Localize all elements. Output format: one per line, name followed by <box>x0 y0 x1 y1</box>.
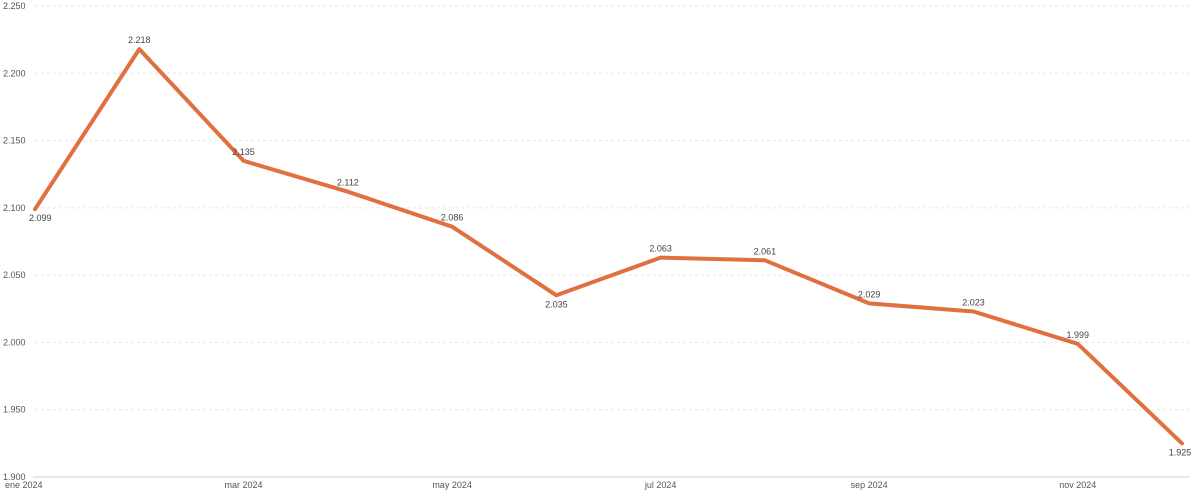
y-tick-label: 2.250 <box>3 1 26 11</box>
data-label: 2.063 <box>649 244 672 254</box>
x-tick-label: nov 2024 <box>1059 480 1096 490</box>
y-tick-label: 2.050 <box>3 270 26 280</box>
data-label: 2.061 <box>754 246 777 256</box>
x-axis-ticks: ene 2024 mar 2024 may 2024 jul 2024 sep 2024… <box>5 480 1096 490</box>
data-label: 1.999 <box>1066 330 1089 340</box>
y-tick-label: 2.100 <box>3 203 26 213</box>
series-line <box>33 47 1184 446</box>
gridlines <box>35 5 1190 411</box>
data-label: 2.086 <box>441 213 464 223</box>
x-tick-label: jul 2024 <box>644 480 677 490</box>
data-label: 1.925 <box>1169 447 1192 457</box>
x-tick-label: ene 2024 <box>5 480 43 490</box>
data-label: 2.035 <box>545 299 568 309</box>
y-tick-label: 2.200 <box>3 68 26 78</box>
data-labels: 2.099 2.218 2.135 2.112 2.086 2.035 2.063 2.061… <box>29 35 1191 457</box>
data-label: 2.029 <box>858 289 881 299</box>
data-label: 2.112 <box>337 178 359 188</box>
y-axis-ticks: 1.900 1.950 2.000 2.050 2.100 2.150 2.200 2.250 <box>3 1 26 482</box>
data-label: 2.218 <box>128 35 151 45</box>
y-tick-label: 1.950 <box>3 405 26 415</box>
y-tick-label: 2.000 <box>3 337 26 347</box>
data-label: 2.099 <box>29 213 52 223</box>
y-tick-label: 1.900 <box>3 472 26 482</box>
x-tick-label: may 2024 <box>432 480 472 490</box>
x-tick-label: mar 2024 <box>225 480 263 490</box>
x-tick-label: sep 2024 <box>851 480 888 490</box>
data-label: 2.023 <box>962 297 985 307</box>
data-label: 2.135 <box>232 147 255 157</box>
y-tick-label: 2.150 <box>3 136 26 146</box>
